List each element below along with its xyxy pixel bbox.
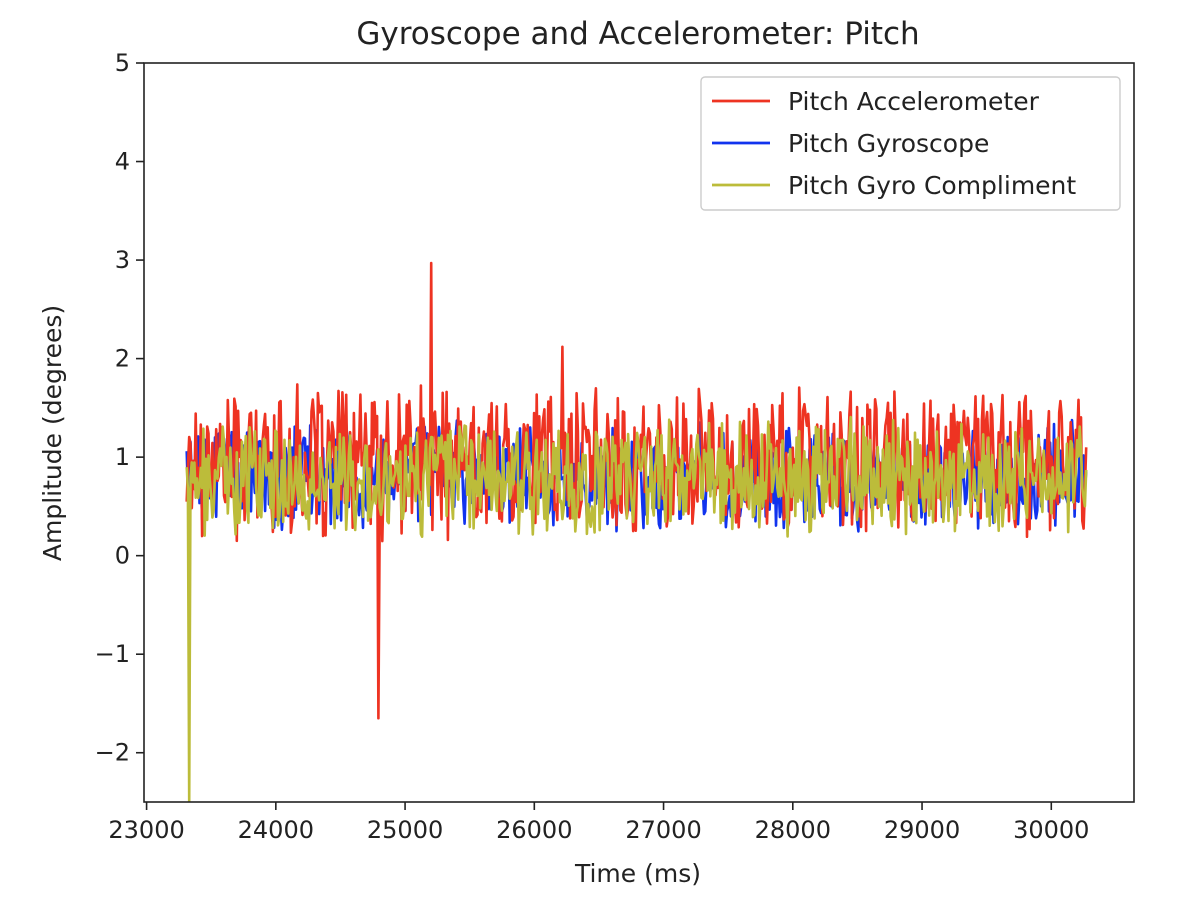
x-tick-label: 29000	[884, 816, 960, 844]
plot-frame	[143, 62, 1135, 803]
x-tick-label: 25000	[367, 816, 443, 844]
y-tick-label: 1	[115, 443, 130, 471]
legend-label: Pitch Accelerometer	[788, 87, 1040, 116]
x-axis-ticks: 23000 24000 25000 26000 27000 28000 29000 30000	[108, 802, 1089, 844]
x-tick-label: 30000	[1013, 816, 1089, 844]
x-tick-label: 23000	[108, 816, 184, 844]
x-tick-label: 24000	[238, 816, 314, 844]
legend-box	[700, 76, 1121, 211]
chart-title: Gyroscope and Accelerometer: Pitch	[356, 16, 919, 52]
legend-label: Pitch Gyroscope	[788, 129, 989, 158]
y-tick-label: 0	[115, 542, 130, 570]
y-axis-label: Amplitude (degrees)	[38, 305, 67, 561]
y-tick-label: 4	[115, 148, 130, 176]
x-tick-label: 27000	[625, 816, 701, 844]
y-tick-label: −2	[95, 739, 130, 767]
series-line-pitch-gyro-compliment	[185, 415, 1088, 802]
x-tick-label: 26000	[496, 816, 572, 844]
series-layer	[185, 261, 1088, 802]
y-tick-label: 5	[115, 49, 130, 77]
y-axis-ticks: −2 −1 0 1 2 3 4 5	[95, 49, 144, 767]
legend-label: Pitch Gyro Compliment	[788, 171, 1076, 200]
y-tick-label: −1	[95, 640, 130, 668]
y-tick-label: 3	[115, 246, 130, 274]
y-tick-label: 2	[115, 345, 130, 373]
legend: Pitch Accelerometer Pitch Gyroscope Pitch …	[700, 76, 1121, 211]
x-tick-label: 28000	[755, 816, 831, 844]
x-axis-label: Time (ms)	[574, 859, 701, 888]
